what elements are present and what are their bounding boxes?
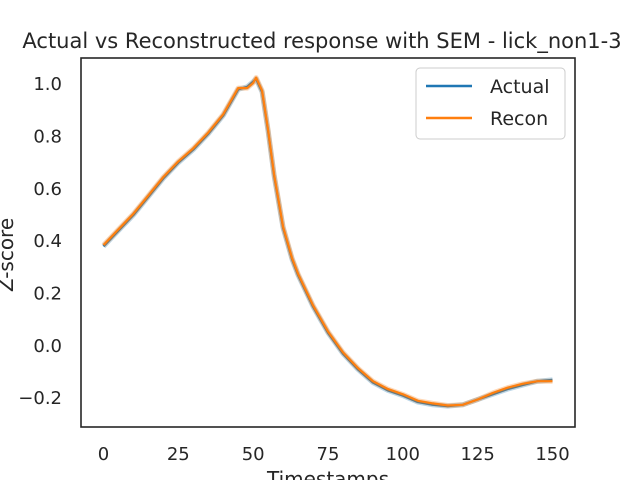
x-tick-label: 25 [167,444,190,465]
x-tick-label: 100 [386,444,420,465]
legend: Actual Recon [415,67,566,140]
x-axis-label: Timestamps [266,467,389,480]
y-tick-label: −0.2 [18,388,62,409]
y-tick-label: 0.8 [33,127,62,148]
x-tick-label: 125 [461,444,495,465]
legend-entry-label: Actual [490,76,550,98]
x-tick-label: 150 [535,444,569,465]
x-tick-label: 0 [98,444,109,465]
chart-title: Actual vs Reconstructed response with SE… [22,29,621,54]
y-tick-label: 0.4 [33,231,62,252]
series-lines [101,75,553,409]
y-tick-label: 1.0 [33,74,62,95]
plot-area [80,57,576,428]
y-axis-ticks: −0.2 0.0 0.2 0.4 0.6 0.8 1.0 [18,74,62,409]
x-tick-label: 75 [317,444,340,465]
y-axis-label: Z-score [0,218,18,292]
legend-entry-label: Recon [490,108,548,130]
y-tick-label: 0.6 [33,179,62,200]
y-tick-label: 0.0 [33,336,62,357]
series-line-recon [102,76,553,407]
axes-frame [80,57,576,428]
y-tick-label: 0.2 [33,284,62,305]
x-tick-label: 50 [242,444,265,465]
x-axis-ticks: 0 25 50 75 100 125 150 [98,444,570,465]
